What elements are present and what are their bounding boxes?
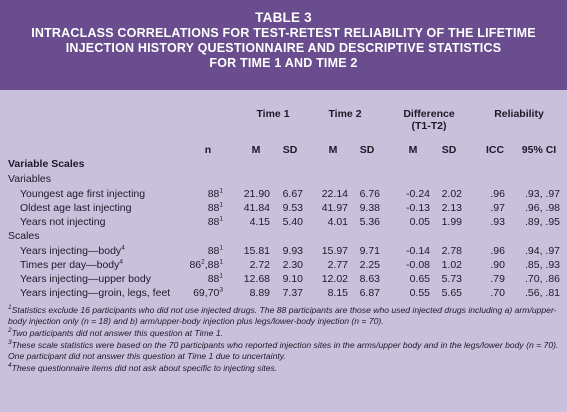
cell-ci: .85, .93 [524, 259, 560, 271]
table-title: TABLE 3 INTRACLASS CORRELATIONS FOR TEST… [0, 0, 567, 90]
cell-ci: .56, .81 [524, 287, 560, 299]
cell-ci: .89, .95 [524, 216, 560, 228]
col-header-ci: 95% CI [521, 144, 557, 156]
row-label: Years not injecting [20, 216, 106, 228]
cell-icc: .97 [490, 202, 505, 214]
cell-t1-sd: 9.53 [282, 202, 303, 214]
col-header-t2-sd: SD [359, 144, 375, 156]
table-number: TABLE 3 [255, 10, 312, 25]
cell-t2-m: 22.14 [321, 188, 348, 200]
cell-n: 862,881 [189, 258, 223, 271]
cell-t2-m: 41.97 [321, 202, 348, 214]
cell-diff-sd: 2.13 [441, 202, 462, 214]
cell-diff-m: 0.05 [409, 216, 430, 228]
cell-t2-m: 12.02 [321, 273, 348, 285]
cell-diff-sd: 2.02 [441, 188, 462, 200]
subsection-scales: Scales [8, 230, 40, 242]
cell-t1-sd: 2.30 [282, 259, 303, 271]
cell-diff-m: -0.24 [406, 188, 430, 200]
cell-icc: .96 [490, 188, 505, 200]
table-title-line-3: FOR TIME 1 AND TIME 2 [209, 56, 358, 70]
cell-n: 881 [207, 272, 223, 285]
cell-t1-sd: 5.40 [282, 216, 303, 228]
footnote-4: 4These questionnaire items did not ask a… [8, 362, 278, 373]
cell-diff-m: -0.13 [406, 202, 430, 214]
cell-t2-sd: 6.87 [359, 287, 380, 299]
cell-t1-sd: 9.10 [282, 273, 303, 285]
cell-t1-m: 12.68 [243, 273, 270, 285]
cell-t2-m: 4.01 [327, 216, 348, 228]
table-title-line-1: INTRACLASS CORRELATIONS FOR TEST-RETEST … [31, 26, 536, 40]
cell-diff-sd: 1.02 [441, 259, 462, 271]
cell-n: 881 [207, 244, 223, 257]
cell-t2-sd: 9.38 [359, 202, 380, 214]
cell-diff-m: 0.65 [409, 273, 430, 285]
cell-diff-sd: 5.65 [441, 287, 462, 299]
group-header-difference: Difference [403, 108, 455, 120]
cell-n: 881 [207, 187, 223, 200]
cell-t2-sd: 8.63 [359, 273, 380, 285]
col-header-t2-m: M [328, 144, 338, 156]
cell-icc: .70 [490, 287, 505, 299]
cell-icc: .79 [490, 273, 505, 285]
cell-t1-m: 4.15 [249, 216, 270, 228]
cell-t1-sd: 7.37 [282, 287, 303, 299]
cell-n: 881 [207, 201, 223, 214]
cell-diff-m: -0.14 [406, 245, 430, 257]
cell-t2-sd: 6.76 [359, 188, 380, 200]
row-label: Years injecting—body4 [20, 244, 125, 257]
col-header-t1-m: M [251, 144, 261, 156]
cell-diff-sd: 1.99 [441, 216, 462, 228]
table-body: Time 1 Time 2 Difference (T1-T2) Reliabi… [0, 90, 567, 412]
col-header-t1-sd: SD [282, 144, 298, 156]
cell-t1-m: 15.81 [243, 245, 270, 257]
group-header-time1: Time 1 [256, 108, 290, 120]
cell-ci: .93, .97 [524, 188, 560, 200]
group-header-time2: Time 2 [328, 108, 362, 120]
cell-t2-sd: 5.36 [359, 216, 380, 228]
col-header-diff-m: M [408, 144, 418, 156]
cell-diff-sd: 5.73 [441, 273, 462, 285]
table-title-line-2: INJECTION HISTORY QUESTIONNAIRE AND DESC… [65, 41, 502, 55]
cell-n: 69,703 [193, 286, 223, 299]
cell-t2-m: 2.77 [327, 259, 348, 271]
group-header-difference-sub: (T1-T2) [411, 120, 447, 132]
cell-diff-sd: 2.78 [441, 245, 462, 257]
row-label: Youngest age first injecting [20, 188, 146, 200]
cell-n: 881 [207, 215, 223, 228]
cell-t2-sd: 2.25 [359, 259, 380, 271]
col-header-n: n [204, 144, 212, 156]
cell-icc: .90 [490, 259, 505, 271]
col-header-diff-sd: SD [441, 144, 457, 156]
cell-t1-m: 2.72 [249, 259, 270, 271]
row-label: Years injecting—groin, legs, feet [20, 287, 171, 299]
cell-t1-m: 41.84 [243, 202, 270, 214]
cell-ci: .96, .98 [524, 202, 560, 214]
cell-ci: .70, .86 [524, 273, 560, 285]
cell-t1-sd: 6.67 [282, 188, 303, 200]
row-label: Oldest age last injecting [20, 202, 132, 214]
footnote-2: 2Two participants did not answer this qu… [8, 327, 223, 338]
cell-icc: .96 [490, 245, 505, 257]
group-header-reliability: Reliability [494, 108, 544, 120]
row-label: Times per day—body4 [20, 258, 124, 271]
cell-diff-m: -0.08 [406, 259, 430, 271]
row-label: Years injecting—upper body [20, 273, 151, 285]
section-label: Variable Scales [8, 158, 85, 170]
cell-t2-m: 15.97 [321, 245, 348, 257]
cell-ci: .94, .97 [524, 245, 560, 257]
cell-diff-m: 0.55 [409, 287, 430, 299]
cell-t2-m: 8.15 [327, 287, 348, 299]
cell-icc: .93 [490, 216, 505, 228]
subsection-variables: Variables [8, 173, 51, 185]
footnote-1: 1Statistics exclude 16 participants who … [8, 304, 557, 326]
cell-t1-sd: 9.93 [282, 245, 303, 257]
col-header-icc: ICC [485, 144, 505, 156]
cell-t1-m: 21.90 [243, 188, 270, 200]
cell-t2-sd: 9.71 [359, 245, 380, 257]
cell-t1-m: 8.89 [249, 287, 270, 299]
footnote-3: 3These scale statistics were based on th… [8, 339, 559, 361]
